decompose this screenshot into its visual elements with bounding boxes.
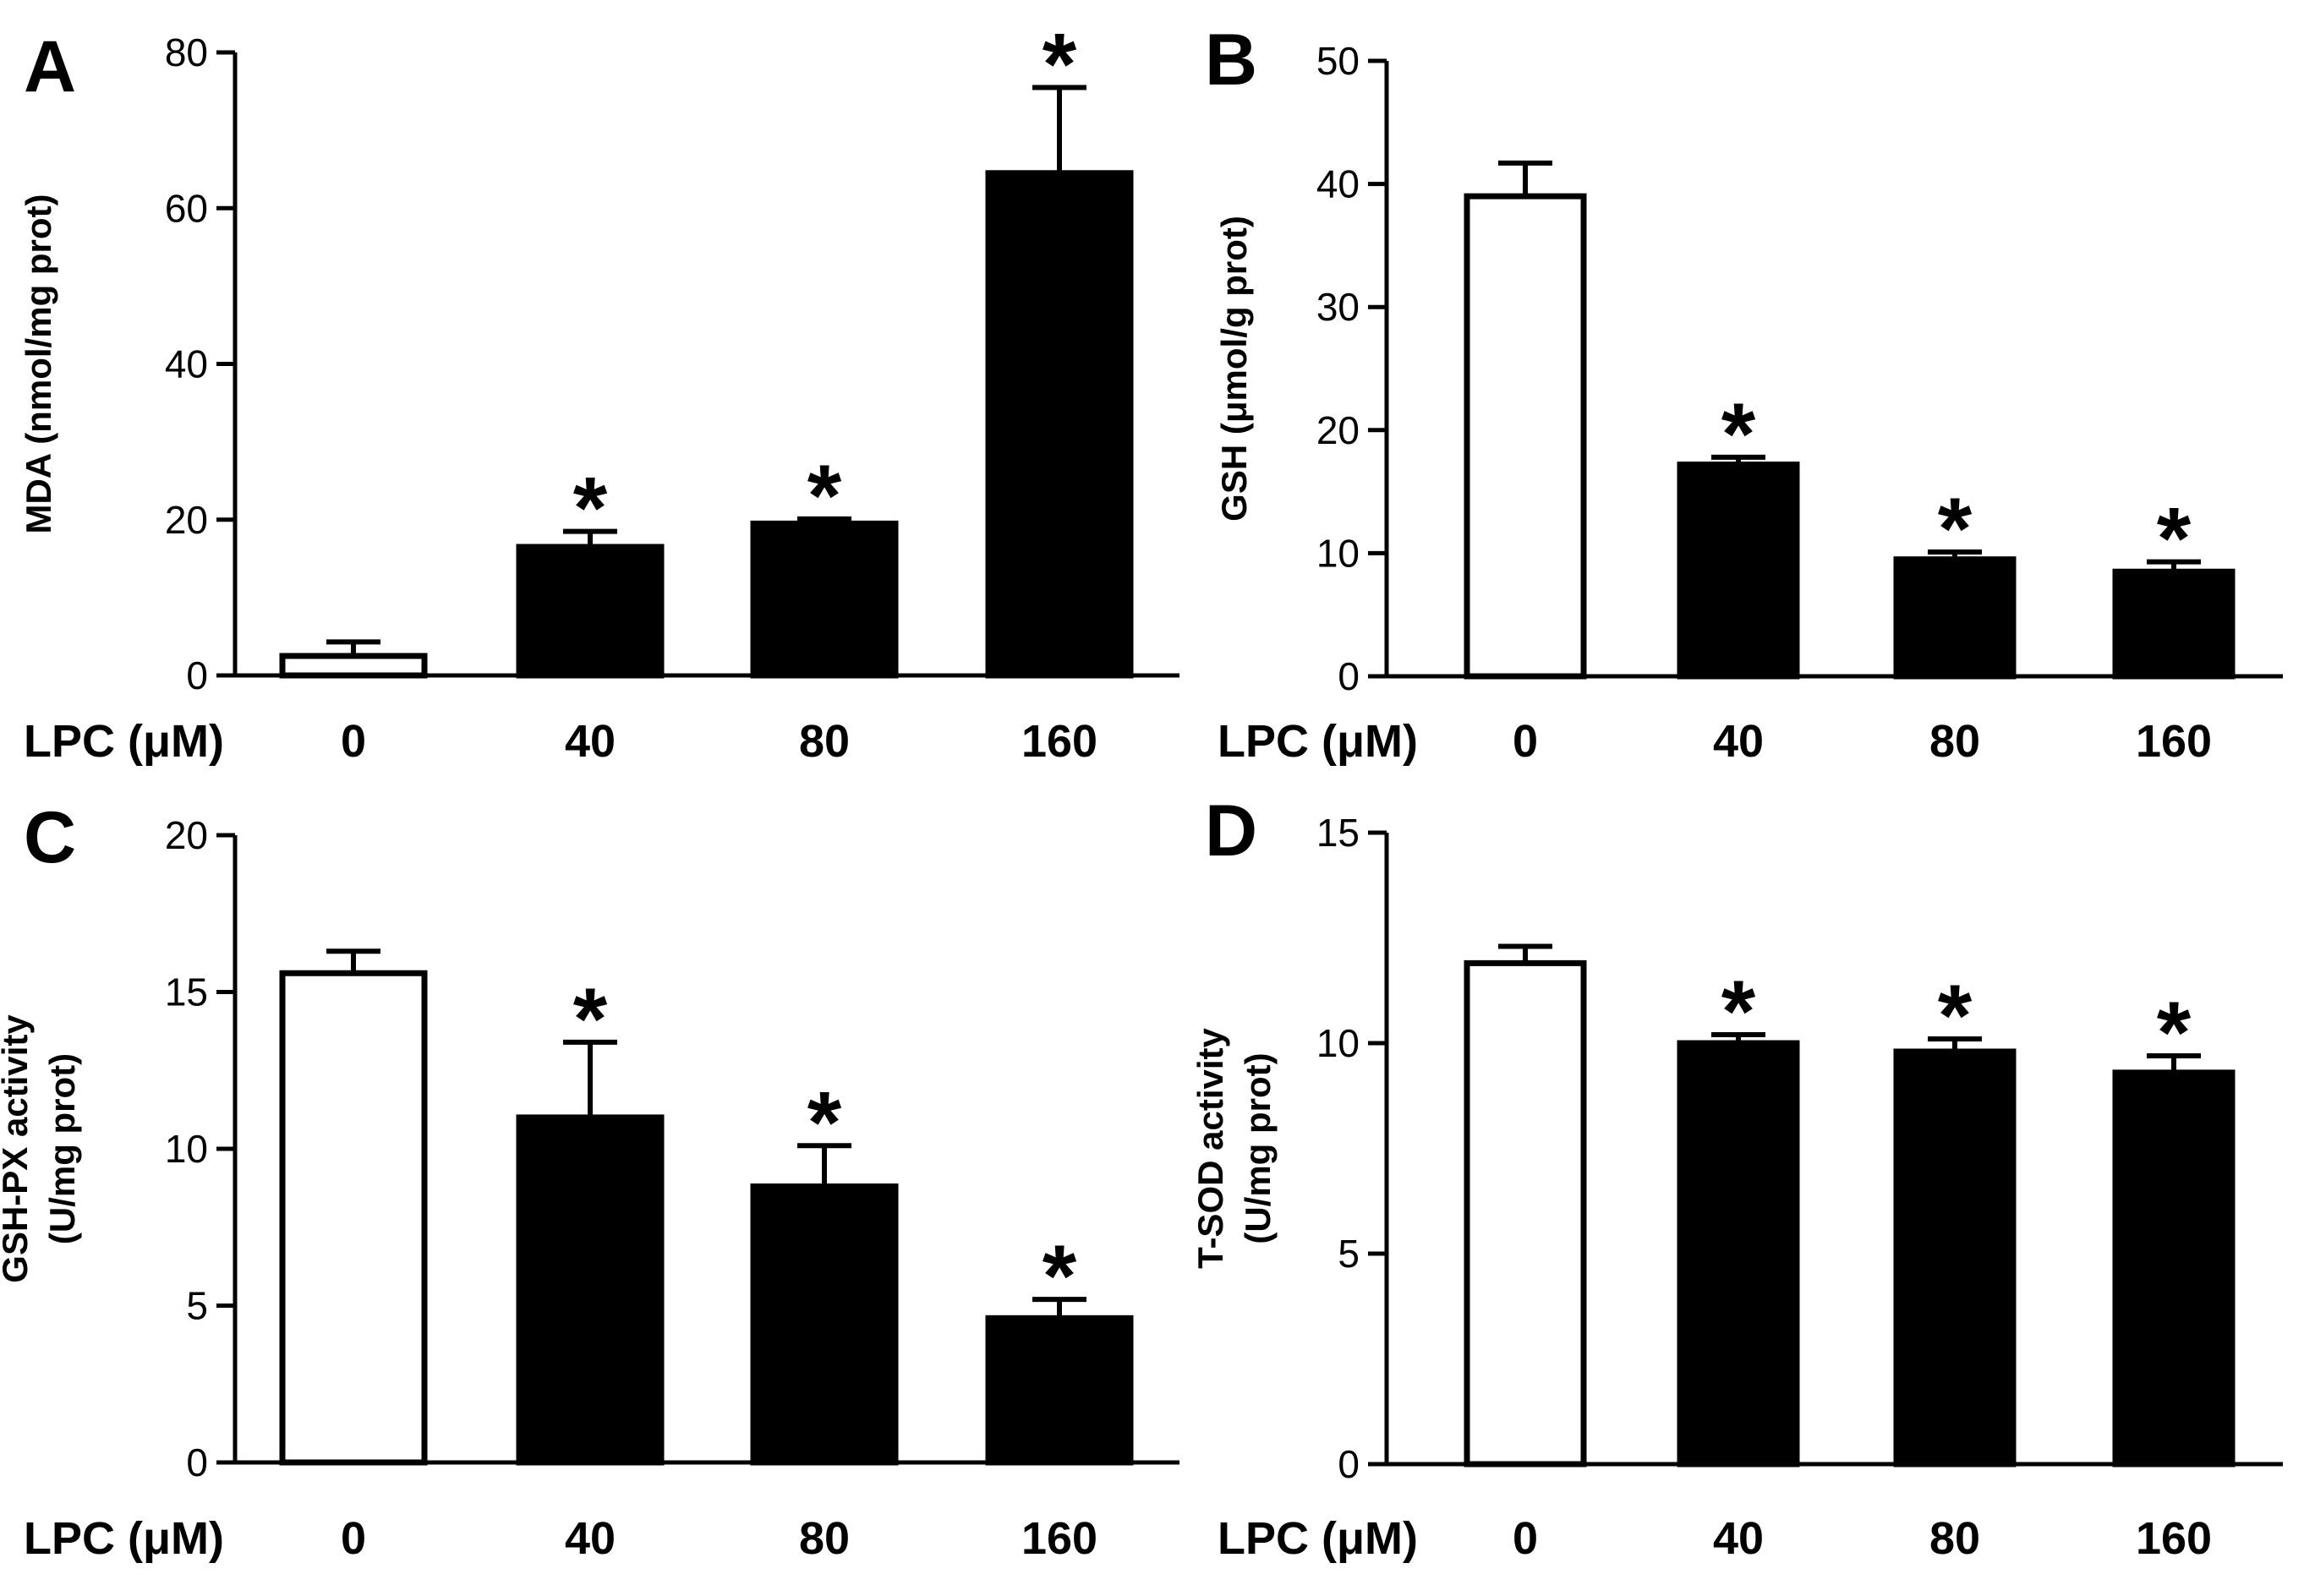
significance-star: * [1721,963,1756,1061]
bar-80 [1893,1048,2017,1468]
y-axis-label: GSH-PX activity (U/mg prot) [0,1014,82,1283]
significance-star: * [573,970,608,1069]
x-tick-label: 160 [1021,1513,1097,1564]
bar-160 [985,1315,1134,1466]
significance-star: * [1938,967,1973,1065]
y-tick-label: 15 [165,970,208,1014]
bar-40 [516,1114,665,1466]
significance-star: * [807,447,842,545]
y-tick-label: 40 [165,342,208,386]
x-tick-label: 160 [2136,1513,2212,1564]
panel-letter: C [24,797,76,878]
y-tick-label: 0 [1338,1442,1360,1486]
bar-80 [1893,556,2017,680]
y-axis-label: GSH (μmol/g prot) [1214,216,1254,522]
x-tick-label: 160 [2136,716,2212,767]
x-tick-label: 0 [1513,1513,1538,1564]
y-tick-label: 20 [1316,408,1360,452]
chart-panel-a: A 0 20 40 60 80 MDA (nmol/mg prot) LPC (μM) 0 * 40… [19,15,1179,767]
y-tick-label: 50 [1316,39,1360,83]
significance-star: * [2157,984,2192,1082]
x-tick-label: 80 [1929,1513,1980,1564]
significance-star: * [2157,490,2192,588]
y-tick-label: 0 [186,1440,208,1484]
x-axis-label: LPC (μM) [24,1513,224,1564]
chart-panel-d: D 0 5 10 15 T-SOD activity (U/mg prot) LPC (μM)… [1190,790,2283,1564]
chart-panel-b: B 0 10 20 30 40 50 GSH (μmol/g prot) LPC (μM) 0 * 4… [1205,19,2283,767]
y-tick-label: 15 [1316,811,1360,855]
y-axis-label-line: (U/mg prot) [42,1053,82,1244]
x-axis-label: LPC (μM) [1218,1513,1418,1564]
y-tick-label: 40 [1316,162,1360,206]
y-tick-label: 20 [165,498,208,542]
y-axis-label: MDA (nmol/mg prot) [19,194,58,533]
x-tick-label: 80 [1929,716,1980,767]
y-tick-label: 0 [186,653,208,697]
x-tick-label: 80 [799,716,850,767]
significance-star: * [1721,385,1756,484]
significance-star: * [1938,480,1973,578]
y-tick-label: 60 [165,186,208,230]
y-tick-label: 5 [186,1284,208,1328]
y-axis-label-line: GSH (μmol/g prot) [1214,216,1254,522]
panel-letter: A [24,26,76,107]
y-tick-label: 0 [1338,654,1360,698]
bar-40 [1677,462,1800,680]
bar-40 [1677,1040,1800,1468]
y-axis-label: T-SOD activity (U/mg prot) [1190,1027,1278,1268]
panel-letter: B [1205,19,1257,101]
x-tick-label: 0 [1513,716,1538,767]
y-tick-label: 5 [1338,1232,1360,1276]
x-tick-label: 160 [1021,716,1097,767]
significance-star: * [1043,15,1077,113]
bar-0 [1464,193,1587,680]
bar-160 [985,170,1134,679]
x-axis-label: LPC (μM) [24,716,224,767]
y-axis-label-line: (U/mg prot) [1238,1052,1278,1243]
y-tick-label: 10 [165,1127,208,1171]
x-axis-label: LPC (μM) [1218,716,1418,767]
bar-80 [750,1183,899,1466]
chart-panel-c: C 0 5 10 15 20 GSH-PX activity (U/mg prot) LPC (… [0,797,1179,1564]
x-tick-label: 0 [341,1513,366,1564]
bar-160 [2112,1069,2236,1468]
x-tick-label: 40 [1713,716,1764,767]
y-tick-label: 30 [1316,285,1360,329]
x-tick-label: 40 [565,1513,616,1564]
y-axis-label-line: T-SOD activity [1190,1027,1230,1268]
x-tick-label: 40 [1713,1513,1764,1564]
bar-40 [516,544,665,679]
panel-letter: D [1205,790,1257,872]
y-tick-label: 20 [165,813,208,857]
significance-star: * [1043,1227,1077,1325]
significance-star: * [573,460,608,558]
bar-80 [750,520,899,679]
y-tick-label: 80 [165,30,208,74]
significance-star: * [807,1074,842,1172]
y-axis-label-line: GSH-PX activity [0,1014,35,1283]
y-axis-label-line: MDA (nmol/mg prot) [19,194,58,533]
x-tick-label: 80 [799,1513,850,1564]
x-tick-label: 40 [565,716,616,767]
bar-0 [1464,959,1587,1468]
y-tick-label: 10 [1316,1021,1360,1065]
bar-0 [279,653,428,679]
x-tick-label: 0 [341,716,366,767]
bar-0 [279,970,428,1466]
y-tick-label: 10 [1316,531,1360,575]
